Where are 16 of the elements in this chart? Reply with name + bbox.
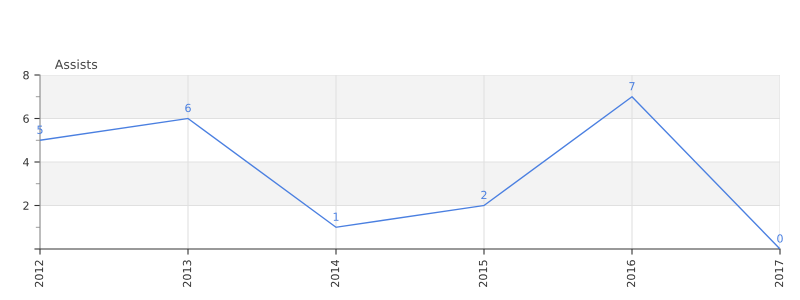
x-tick-label: 2013 <box>182 260 192 287</box>
x-tick-label: 2017 <box>774 260 784 287</box>
x-tick-label: 2012 <box>34 260 44 287</box>
x-tick-label: 2015 <box>478 260 488 287</box>
y-tick-label: 2 <box>23 201 28 210</box>
y-tick-label: 8 <box>23 70 29 80</box>
data-label: 0 <box>777 234 783 243</box>
data-label: 6 <box>185 104 191 112</box>
y-tick-label: 4 <box>23 158 29 166</box>
data-label: 2 <box>481 190 486 200</box>
data-label: 1 <box>334 212 339 221</box>
text: Assists <box>54 59 98 70</box>
x-tick-label: 2014 <box>330 260 340 287</box>
y-tick-label: 6 <box>23 114 29 123</box>
data-label: 7 <box>629 82 635 90</box>
x-tick-label: 2016 <box>626 260 636 287</box>
